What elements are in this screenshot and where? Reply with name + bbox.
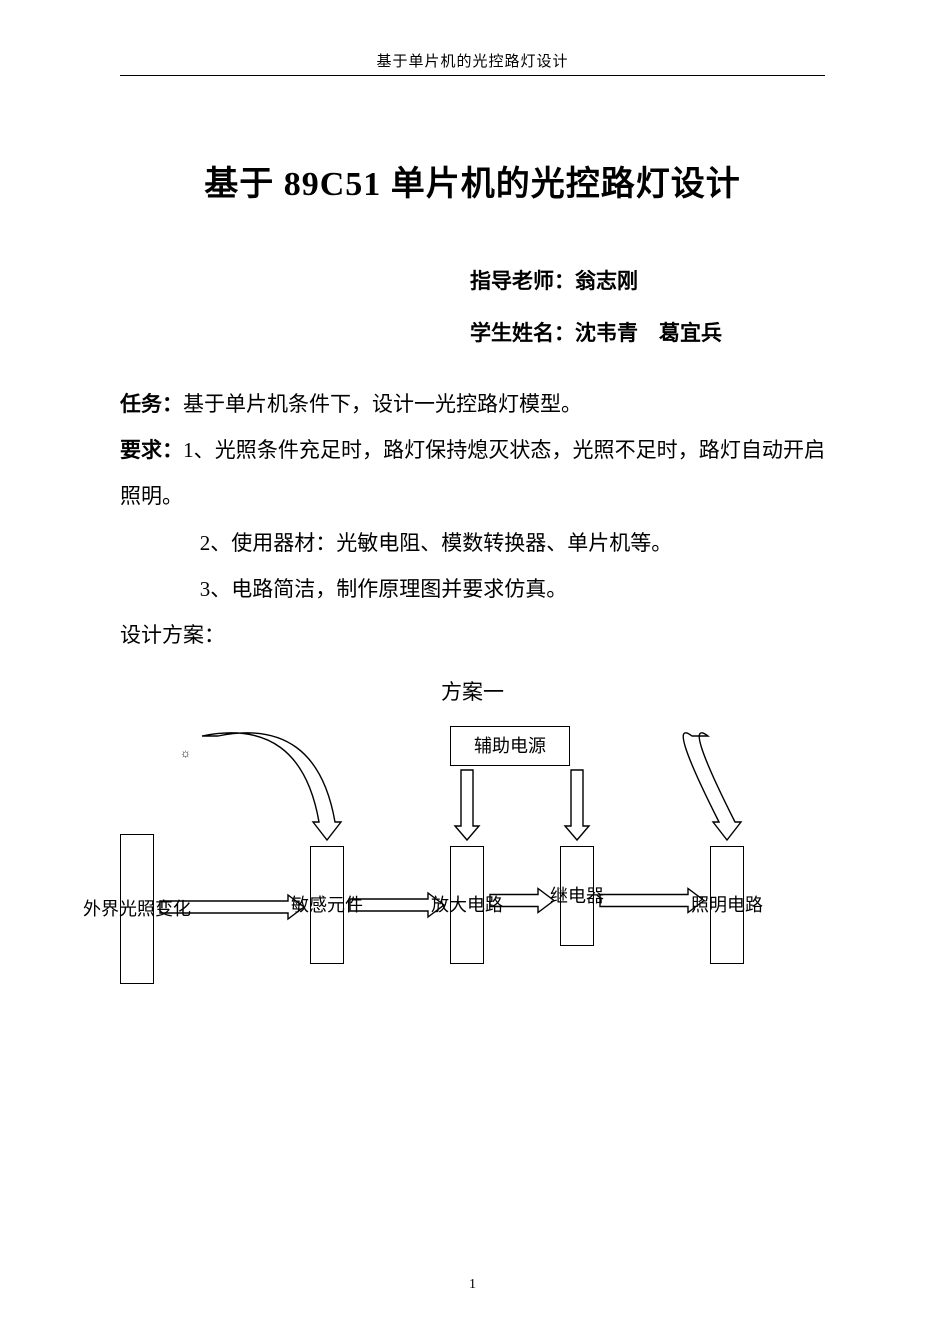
- requirement-2: 2、使用器材：光敏电阻、模数转换器、单片机等。: [120, 520, 825, 566]
- task-text: 基于单片机条件下，设计一光控路灯模型。: [183, 392, 582, 416]
- student-line: 学生姓名：沈韦青 葛宜兵: [470, 317, 825, 347]
- header-rule: [120, 75, 825, 76]
- node-sense: 敏感元件: [310, 846, 344, 964]
- requirement-1-text: 1、光照条件充足时，路灯保持熄灭状态，光照不足时，路灯自动开启照明。: [120, 438, 825, 508]
- advisor-line: 指导老师：翁志刚: [470, 265, 825, 295]
- title-prefix: 基于: [204, 166, 284, 203]
- task-label: 任务：: [120, 392, 183, 416]
- flowchart-diagram: ☼ 辅助电源外界光照变化 敏感元件 放大电路 继电器 照明电路: [120, 726, 840, 986]
- requirement-3: 3、电路简洁，制作原理图并要求仿真。: [120, 566, 825, 612]
- page-number: 1: [0, 1277, 945, 1293]
- scheme-label: 设计方案：: [120, 612, 825, 658]
- student-names: 沈韦青 葛宜兵: [575, 321, 722, 345]
- scheme-title: 方案一: [120, 676, 825, 706]
- requirement-1: 要求：1、光照条件充足时，路灯保持熄灭状态，光照不足时，路灯自动开启照明。: [120, 427, 825, 519]
- title-suffix: 单片机的光控路灯设计: [381, 166, 741, 203]
- node-light: 外界光照变化: [120, 834, 154, 984]
- chip-model: 89C51: [284, 166, 382, 203]
- student-label: 学生姓名：: [470, 321, 575, 345]
- task-line: 任务：基于单片机条件下，设计一光控路灯模型。: [120, 381, 825, 427]
- page-header: 基于单片机的光控路灯设计: [120, 50, 825, 71]
- requirements-label: 要求：: [120, 438, 183, 462]
- node-aux: 辅助电源: [450, 726, 570, 766]
- node-lamp: 照明电路: [710, 846, 744, 964]
- sun-icon: ☼: [180, 746, 191, 761]
- document-title: 基于 89C51 单片机的光控路灯设计: [120, 156, 825, 205]
- node-amp: 放大电路: [450, 846, 484, 964]
- advisor-name: 翁志刚: [575, 269, 638, 293]
- advisor-label: 指导老师：: [470, 269, 575, 293]
- node-relay: 继电器: [560, 846, 594, 946]
